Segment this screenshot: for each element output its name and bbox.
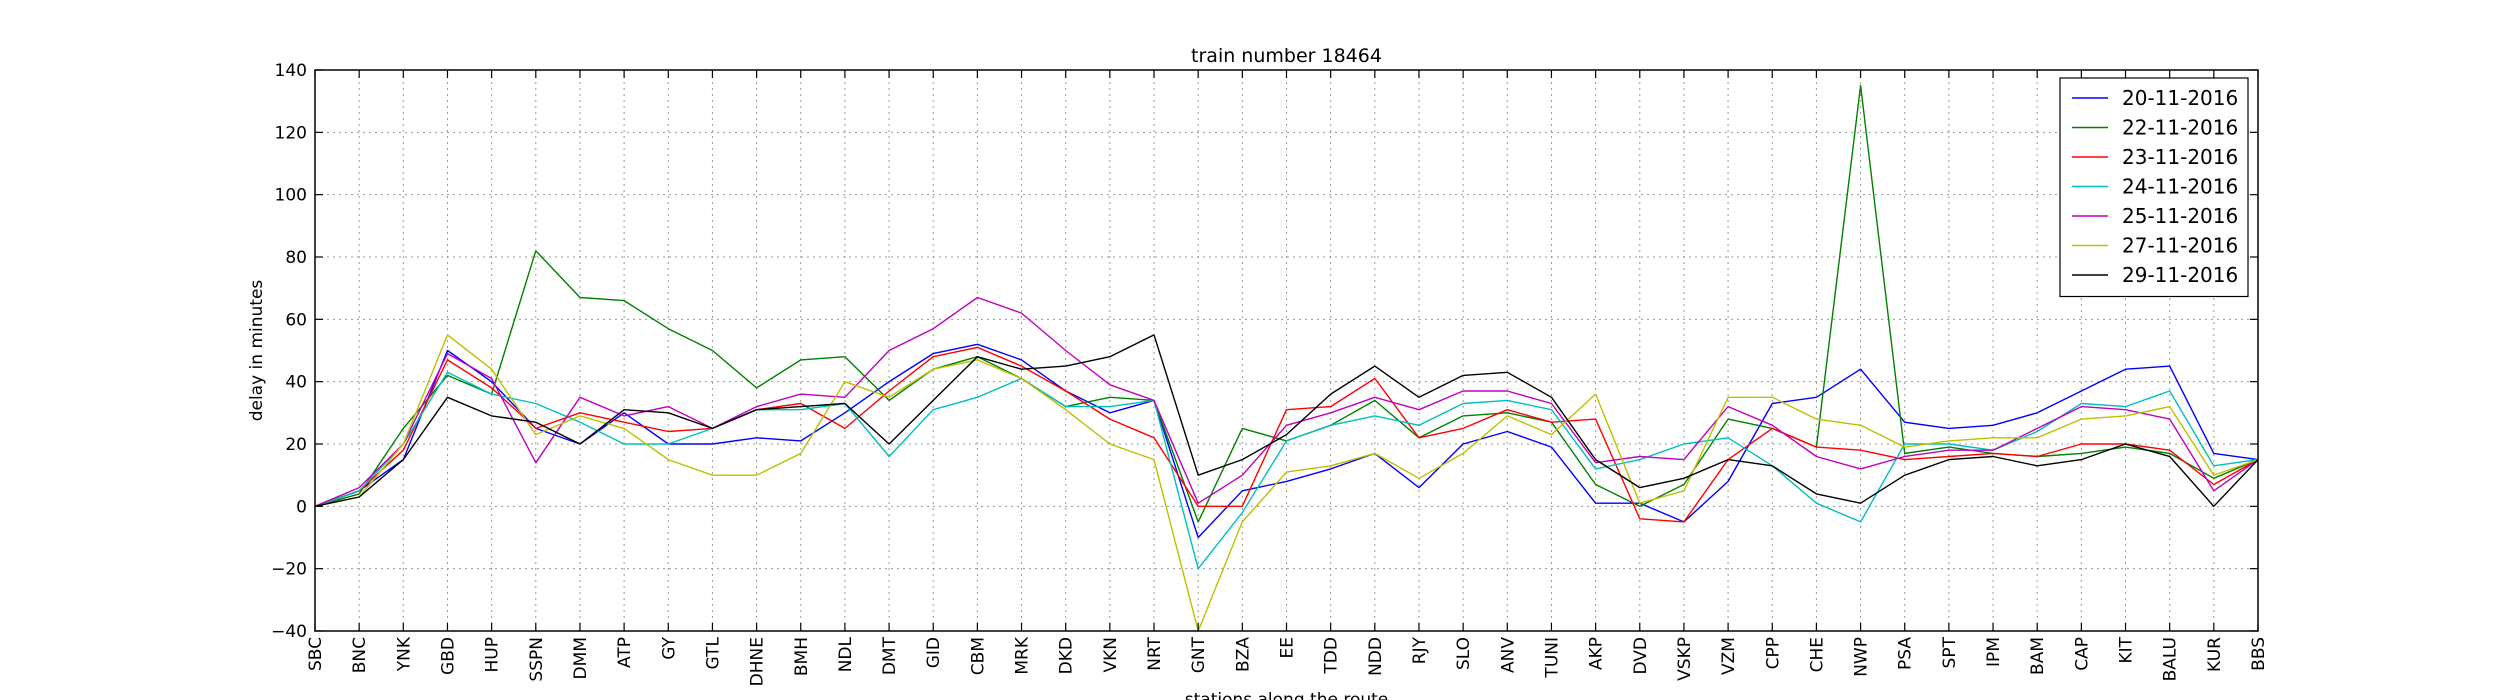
x-tick-label: AKP: [1587, 637, 1607, 670]
y-axis-label: delay in minutes: [247, 280, 267, 422]
x-tick-label: IPM: [1984, 637, 2004, 667]
x-tick-label: DHNE: [748, 637, 768, 686]
x-tick-label: CBM: [968, 637, 988, 675]
x-tick-label: DKD: [1057, 637, 1077, 674]
series-line: [314, 334, 2259, 507]
y-axis: −40 −20 0 20 40 60 80 100 120 140: [271, 61, 2258, 642]
x-tick-label: BAM: [2028, 637, 2048, 675]
legend: 20-11-2016 22-11-2016 23-11-2016 24-11-2016…: [2059, 77, 2249, 298]
x-tick-label: NDD: [1366, 637, 1386, 676]
x-tick-label: RJY: [1410, 636, 1430, 664]
legend-entry-label: 22-11-2016: [2122, 116, 2238, 140]
x-tick-label: BBS: [2249, 637, 2269, 671]
legend-entry-label: 25-11-2016: [2122, 204, 2238, 228]
x-tick-label: NRT: [1145, 636, 1165, 670]
y-tick-label: 140: [275, 61, 307, 81]
x-tick-label: DMT: [880, 636, 900, 675]
x-tick-label: GID: [924, 637, 944, 668]
y-tick-label: 20: [285, 435, 307, 455]
x-tick-label: KUR: [2205, 637, 2225, 672]
grid-lines: [314, 69, 2259, 632]
y-tick-label: 80: [285, 248, 307, 268]
legend-entry-label: 27-11-2016: [2122, 234, 2238, 258]
legend-entry-label: 29-11-2016: [2122, 263, 2238, 287]
x-tick-label: KIT: [2117, 636, 2137, 663]
x-tick-label: BALU: [2161, 637, 2181, 681]
chart-title: train number 18464: [1191, 45, 1382, 67]
x-tick-label: BZA: [1233, 637, 1253, 672]
y-tick-label: 60: [285, 310, 307, 330]
x-tick-label: HUP: [483, 637, 503, 672]
legend-entry-label: 20-11-2016: [2122, 86, 2238, 110]
x-tick-label: NWP: [1852, 637, 1872, 677]
series-line: [314, 334, 2259, 632]
y-tick-label: 0: [296, 497, 307, 517]
x-tick-label: TUNI: [1542, 637, 1562, 679]
series-line: [314, 296, 2259, 507]
series-line: [314, 343, 2259, 539]
x-tick-label: DMM: [571, 637, 591, 679]
x-tick-label: SSPN: [527, 637, 547, 682]
series-line: [314, 84, 2259, 523]
x-tick-label: SLO: [1454, 637, 1474, 670]
series-line: [314, 371, 2259, 570]
x-tick-label: GNT: [1189, 636, 1209, 673]
x-tick-label: SPT: [1940, 636, 1960, 668]
x-tick-label: BNC: [350, 637, 370, 673]
x-tick-label: VSKP: [1675, 637, 1695, 681]
x-tick-label: ANV: [1498, 637, 1518, 673]
x-axis: SBC BNC YNK GBD HUP SSPN DMM ATP GY GTL DHNE BMH NDL…: [306, 70, 2269, 686]
legend-entry-label: 23-11-2016: [2122, 145, 2238, 169]
y-tick-label: −40: [271, 622, 307, 642]
legend-entry-label: 24-11-2016: [2122, 175, 2238, 199]
x-tick-label: GBD: [438, 637, 458, 675]
y-tick-label: 40: [285, 373, 307, 393]
x-tick-label: YNK: [394, 636, 414, 672]
x-tick-label: ATP: [615, 637, 635, 668]
x-tick-label: TDD: [1322, 637, 1342, 675]
series-lines: [314, 84, 2259, 632]
x-tick-label: NDL: [836, 636, 856, 672]
y-tick-label: −20: [271, 560, 307, 580]
x-tick-label: EE: [1278, 637, 1298, 658]
x-tick-label: GTL: [703, 636, 723, 669]
series-line: [314, 346, 2259, 523]
x-tick-label: CHE: [1807, 637, 1827, 672]
x-tick-label: CAP: [2072, 637, 2092, 671]
x-tick-label: DVD: [1631, 637, 1651, 675]
x-tick-label: VZM: [1719, 637, 1739, 675]
x-tick-label: SBC: [306, 637, 326, 671]
y-tick-label: 100: [275, 186, 307, 206]
x-axis-label: stations along the route: [1185, 690, 1389, 700]
x-tick-label: BMH: [792, 637, 812, 676]
x-tick-label: GY: [659, 636, 679, 659]
x-tick-label: PSA: [1896, 637, 1916, 670]
x-tick-label: CPP: [1763, 637, 1783, 669]
y-tick-label: 120: [275, 123, 307, 143]
x-tick-label: VKN: [1101, 637, 1121, 673]
x-tick-label: MRK: [1013, 636, 1033, 674]
